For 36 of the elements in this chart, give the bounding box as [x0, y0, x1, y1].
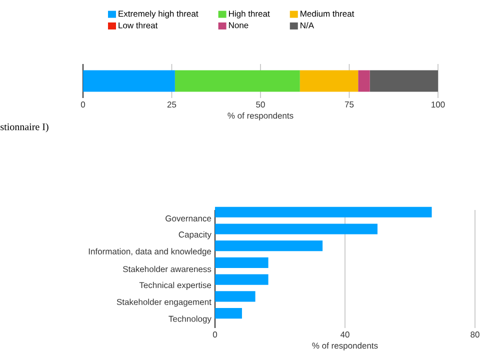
y-tick-label: Stakeholder awareness [123, 266, 212, 272]
bar [215, 308, 242, 319]
x-tick-label: 0 [80, 102, 86, 108]
x-tick-label: 75 [344, 102, 354, 108]
x-tick-label: 100 [432, 102, 445, 108]
legend-label: High threat [228, 10, 270, 18]
x-tick-label: 50 [256, 102, 265, 108]
legend-label: Medium threat [300, 10, 354, 17]
legend-label: Low threat [118, 22, 158, 28]
bar [300, 70, 358, 92]
y-tick-label: Information, data and knowledge [88, 248, 212, 256]
bar [215, 291, 256, 302]
x-axis-title: % of respondents [312, 342, 378, 350]
legend-label: Extremely high threat [118, 10, 198, 18]
y-tick-label: Stakeholder engagement [116, 298, 212, 307]
text: stionnaire I) [0, 123, 48, 132]
x-tick-label: 80 [470, 332, 480, 338]
y-tick-label: Technology [168, 316, 212, 324]
bar [215, 274, 268, 285]
legend-label: None [228, 22, 248, 28]
bar [215, 257, 268, 268]
bar [174, 70, 300, 92]
x-tick-label: 0 [212, 332, 218, 338]
bar [215, 206, 432, 218]
x-tick-label: 40 [340, 332, 350, 338]
bar [215, 240, 323, 252]
x-axis-title: % of respondents [228, 112, 294, 120]
y-tick-label: Capacity [178, 231, 212, 240]
bar [358, 70, 370, 92]
bar [83, 70, 175, 92]
x-tick-label: 25 [167, 102, 176, 108]
y-tick-label: Governance [166, 215, 212, 222]
y-tick-label: Technical expertise [139, 282, 212, 290]
legend-label: N/A [300, 22, 314, 28]
bar [370, 70, 438, 92]
bar [215, 224, 378, 234]
